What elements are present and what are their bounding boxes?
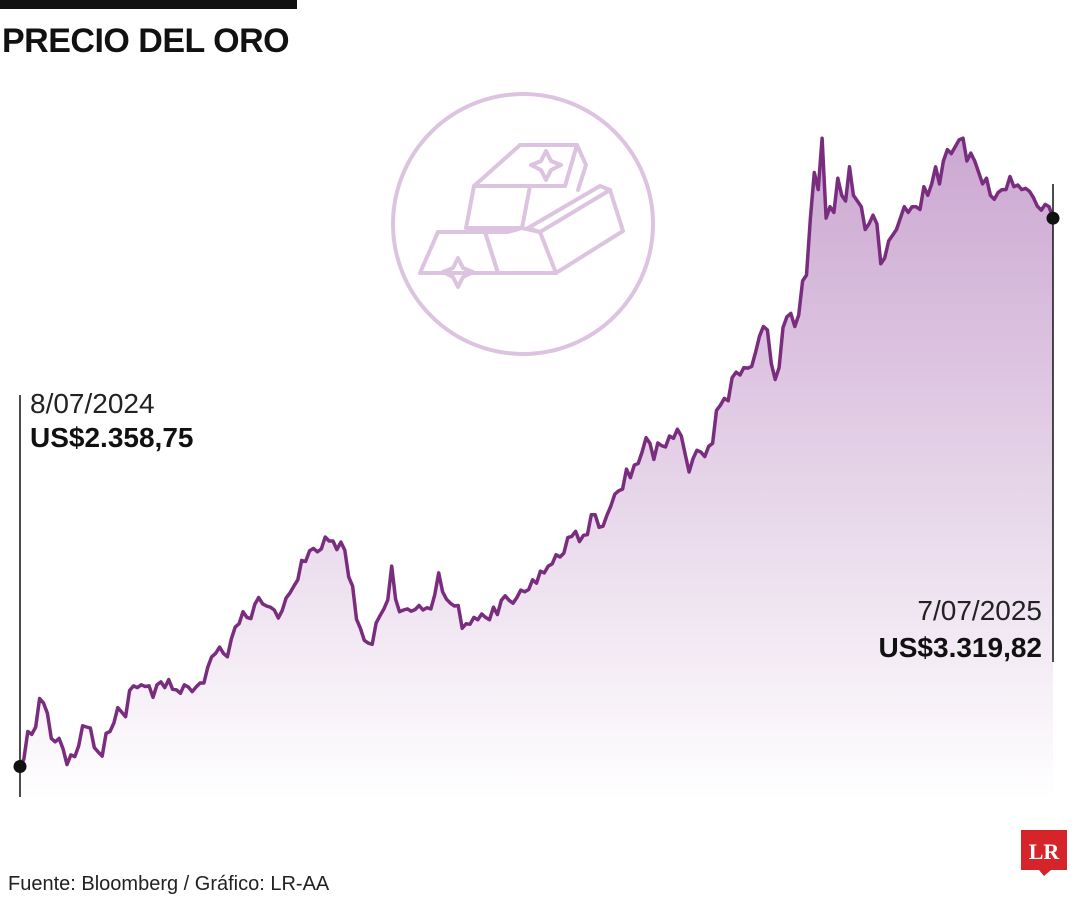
- start-date-label: 8/07/2024: [30, 388, 155, 419]
- icon-top-bar-front: [464, 184, 532, 230]
- chart-title: PRECIO DEL ORO: [2, 22, 290, 60]
- source-note: Fuente: Bloomberg / Gráfico: LR-AA: [8, 873, 330, 895]
- end-point: [1046, 211, 1060, 225]
- icon-right-bar-top: [526, 184, 612, 234]
- top-rule: [0, 0, 297, 9]
- gold-bars-icon: [391, 92, 655, 356]
- svg-text:LR: LR: [1029, 839, 1061, 864]
- start-value-label: US$2.358,75: [30, 422, 194, 453]
- icon-circle: [391, 92, 655, 356]
- icon-sparkle-top: [529, 149, 563, 182]
- icon-left-bar-edge: [483, 230, 500, 275]
- icon-right-bar-face: [538, 188, 625, 275]
- icon-sparkle-bottom: [441, 256, 475, 289]
- end-date-label: 7/07/2025: [917, 595, 1042, 626]
- price-line: [18, 136, 1055, 769]
- end-value-label: US$3.319,82: [878, 632, 1042, 663]
- lr-logo: LR: [1021, 830, 1067, 876]
- icon-top-bar-side: [563, 143, 588, 192]
- icon-left-bar-top: [436, 226, 542, 234]
- price-area-fill: [20, 138, 1053, 800]
- start-point: [13, 759, 27, 773]
